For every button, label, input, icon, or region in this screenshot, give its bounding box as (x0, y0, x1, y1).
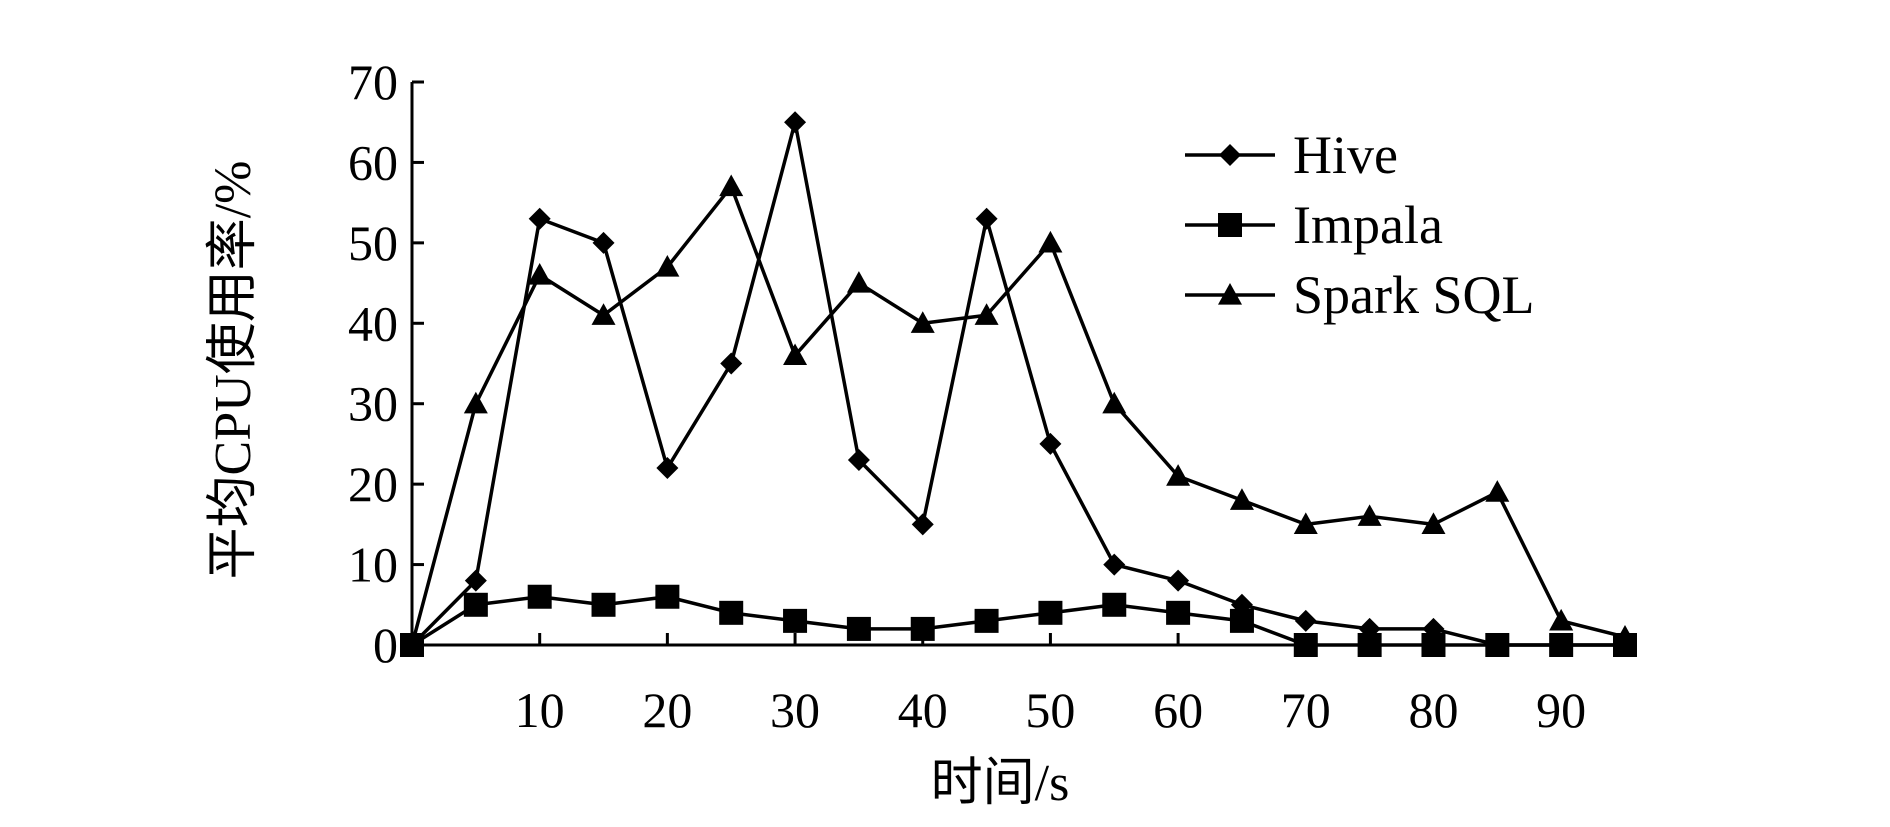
data-point-spark-sql (910, 311, 935, 333)
data-point-spark-sql (1549, 608, 1574, 631)
data-point-impala (846, 616, 871, 641)
plot-area: 0 10 20 30 40 50 60 70 10 20 30 40 50 60 70 80 90 (348, 54, 1637, 738)
x-tick-label: 80 (1408, 682, 1458, 738)
y-tick-label: 10 (348, 537, 398, 593)
data-point-impala (463, 592, 488, 617)
data-point-impala (1229, 608, 1254, 633)
data-point-impala (655, 584, 680, 609)
y-tick-label: 50 (348, 215, 398, 271)
legend-label-spark-sql: Spark SQL (1293, 265, 1535, 325)
data-point-hive (1167, 569, 1190, 592)
legend-label-impala: Impala (1293, 195, 1443, 255)
series-spark-sql (400, 174, 1637, 655)
data-point-spark-sql (846, 271, 871, 293)
data-point-impala (1293, 633, 1318, 657)
legend-marker-impala (1218, 213, 1242, 237)
data-point-spark-sql (974, 303, 999, 325)
data-point-spark-sql (655, 254, 680, 277)
data-point-impala (910, 616, 935, 641)
series-impala (400, 584, 1637, 657)
legend-item-spark-sql: Spark SQL (1185, 265, 1535, 325)
data-point-hive (784, 111, 807, 134)
legend-item-hive: Hive (1185, 125, 1398, 185)
data-point-spark-sql (1357, 504, 1382, 526)
data-point-spark-sql (1102, 391, 1127, 414)
data-point-hive (592, 231, 615, 254)
data-point-impala (591, 592, 616, 617)
data-point-spark-sql (400, 633, 424, 655)
x-tick-label: 60 (1153, 682, 1203, 738)
data-point-impala (1357, 633, 1382, 657)
data-point-impala (783, 608, 808, 633)
data-point-hive (975, 207, 998, 230)
legend-label-hive: Hive (1293, 125, 1398, 185)
data-point-spark-sql (1421, 512, 1446, 534)
legend-item-impala: Impala (1185, 195, 1443, 255)
data-point-impala (1485, 633, 1510, 657)
data-point-spark-sql (1293, 512, 1318, 534)
data-point-impala (1102, 592, 1127, 617)
y-tick-label: 20 (348, 456, 398, 512)
data-point-spark-sql (1613, 624, 1637, 647)
data-point-spark-sql (527, 263, 552, 285)
data-point-spark-sql (1038, 230, 1063, 253)
data-point-impala (1166, 600, 1191, 625)
y-tick-label: 30 (348, 376, 398, 432)
legend-marker-spark-sql (1218, 283, 1242, 305)
data-point-impala (1549, 633, 1574, 657)
data-point-impala (974, 608, 999, 633)
series-hive (401, 111, 1636, 656)
data-point-hive (1103, 553, 1126, 576)
data-point-impala (1421, 633, 1446, 657)
data-point-hive (528, 207, 551, 230)
data-point-hive (656, 457, 679, 480)
series-line-hive (410, 120, 1625, 647)
data-point-hive (720, 352, 743, 375)
x-ticks: 10 20 30 40 50 60 70 80 90 (515, 633, 1586, 738)
data-point-spark-sql (463, 391, 488, 414)
data-point-hive (1039, 432, 1062, 455)
x-tick-label: 30 (770, 682, 820, 738)
legend-marker-hive (1219, 144, 1241, 166)
x-tick-label: 50 (1025, 682, 1075, 738)
data-point-spark-sql (1166, 464, 1191, 486)
data-point-impala (1038, 600, 1063, 625)
legend: Hive Impala Spark SQL (1185, 125, 1535, 325)
data-point-hive (464, 569, 487, 592)
x-axis-title: 时间/s (931, 755, 1070, 812)
x-tick-label: 10 (515, 682, 565, 738)
data-point-hive (1294, 609, 1317, 632)
series-layer (400, 111, 1637, 657)
y-axis-title: 平均CPU使用率/% (205, 161, 262, 580)
x-tick-label: 40 (898, 682, 948, 738)
data-point-hive (847, 449, 870, 472)
y-tick-label: 70 (348, 54, 398, 110)
data-point-spark-sql (1229, 488, 1254, 510)
y-tick-label: 40 (348, 295, 398, 351)
series-line-spark-sql (410, 184, 1626, 646)
data-point-spark-sql (1485, 480, 1510, 502)
data-point-hive (911, 513, 934, 536)
data-point-impala (719, 600, 744, 625)
x-tick-label: 90 (1536, 682, 1586, 738)
x-tick-label: 20 (642, 682, 692, 738)
y-tick-label: 0 (373, 617, 398, 673)
data-point-impala (527, 584, 552, 609)
data-point-spark-sql (591, 303, 616, 325)
data-point-spark-sql (719, 174, 744, 197)
data-point-spark-sql (783, 343, 808, 366)
y-ticks: 0 10 20 30 40 50 60 70 (348, 54, 424, 673)
y-tick-label: 60 (348, 134, 398, 190)
x-tick-label: 70 (1281, 682, 1331, 738)
